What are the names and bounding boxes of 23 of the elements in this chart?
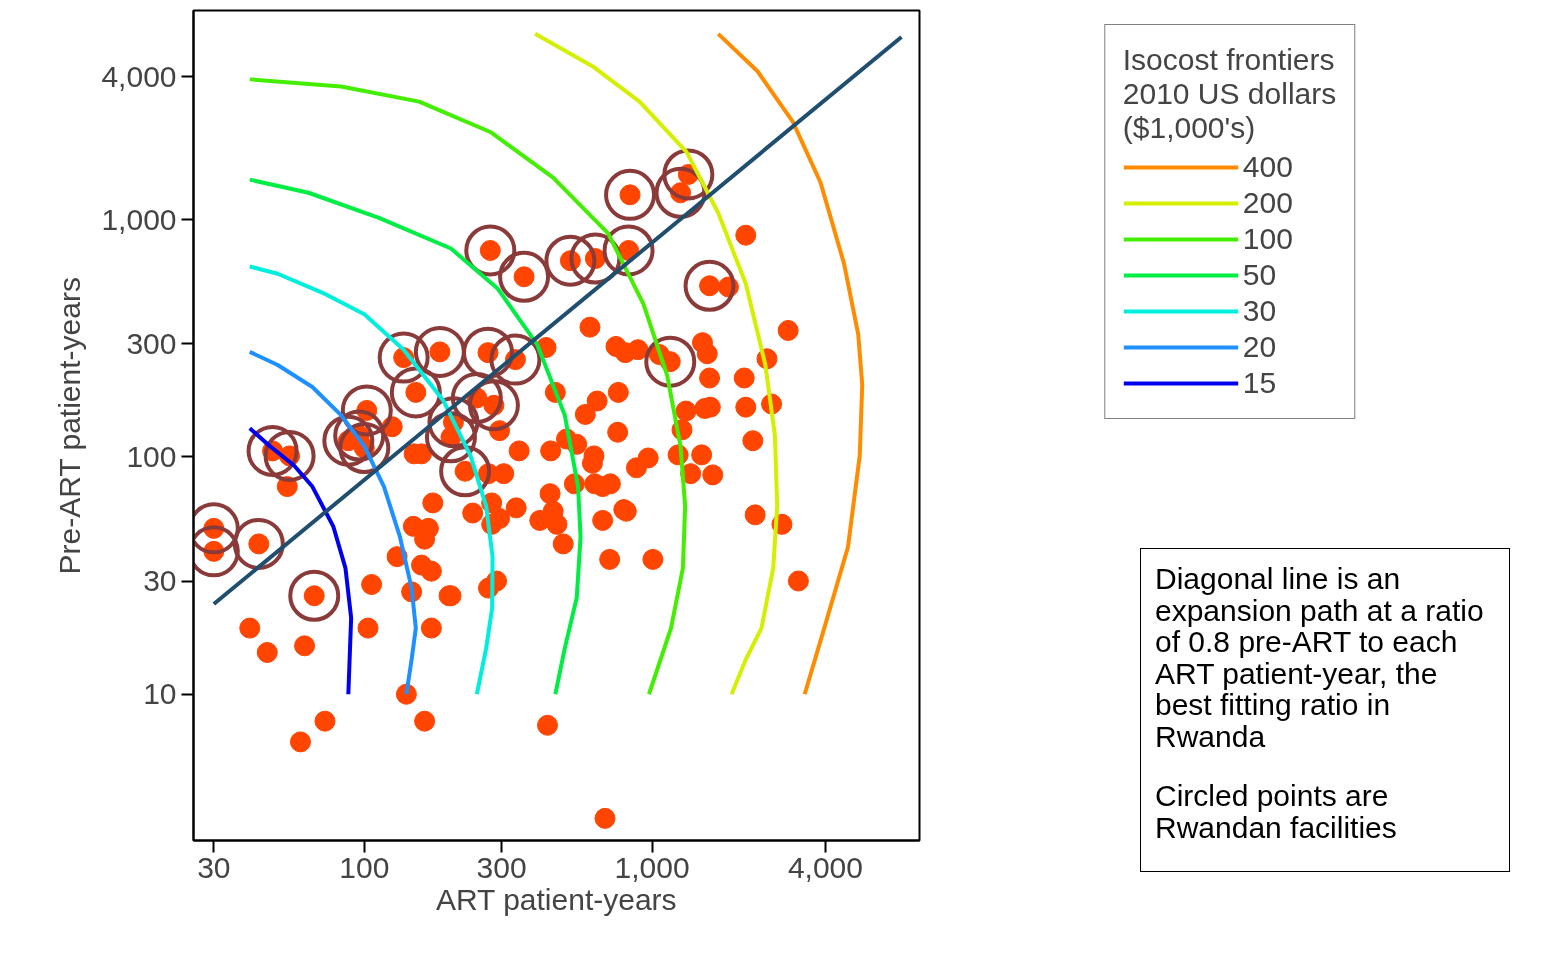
legend-label: 200 <box>1242 186 1293 220</box>
x-tick-label: 100 <box>339 850 390 884</box>
text: Diagonal line is an expansion path at a ratio of 0.8 pre-ART to each ART patient-year, the best fitting ratio in Rwanda <box>1155 562 1485 753</box>
x-tick-label: 4,000 <box>787 850 863 884</box>
y-tick-label: 300 <box>126 326 177 360</box>
x-tick-label: 300 <box>476 850 527 884</box>
y-axis-title: Pre-ART patient-years <box>53 277 87 575</box>
y-tick-label: 10 <box>143 677 177 711</box>
y-tick-label: 30 <box>143 564 177 598</box>
x-tick-label: 1,000 <box>614 850 690 884</box>
x-axis-title: ART patient-years <box>435 882 677 916</box>
legend-label: 20 <box>1242 330 1277 364</box>
x-tick-label: 30 <box>197 850 231 884</box>
text: Circled points are Rwandan facilities <box>1155 779 1398 844</box>
legend-label: 50 <box>1242 258 1277 292</box>
y-tick-label: 4,000 <box>101 59 177 93</box>
legend-label: 400 <box>1242 150 1293 184</box>
y-tick-label: 1,000 <box>101 202 177 236</box>
legend-title: Isocost frontiers 2010 US dollars ($1,000's) <box>1122 43 1337 145</box>
y-tick-label: 100 <box>126 439 177 473</box>
legend-label: 30 <box>1242 294 1277 328</box>
legend-label: 15 <box>1242 366 1277 400</box>
legend-label: 100 <box>1242 222 1293 256</box>
